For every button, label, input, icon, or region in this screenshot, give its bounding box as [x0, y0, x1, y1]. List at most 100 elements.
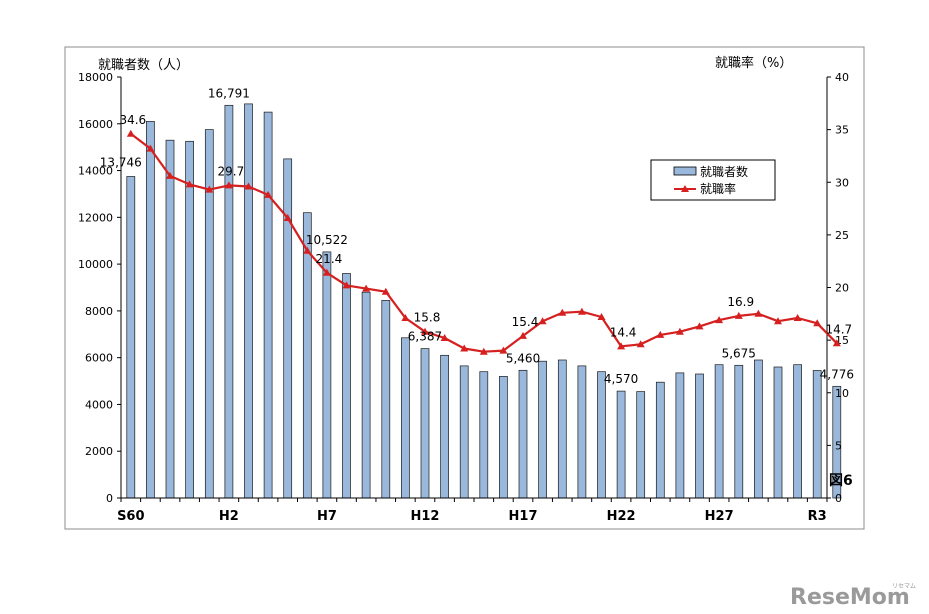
rate-value-label: 16.9 — [727, 295, 754, 309]
bar-31 — [734, 364, 744, 499]
bar-value-label: 16,791 — [208, 86, 250, 100]
rate-marker-31 — [734, 311, 743, 319]
bar-23 — [577, 365, 587, 499]
rate-marker-34 — [793, 314, 802, 321]
bar-34 — [793, 364, 802, 499]
rate-marker-8 — [283, 214, 292, 221]
right-tick-label: 0 — [835, 492, 842, 505]
rate-value-label: 15.8 — [414, 311, 441, 325]
bar-36 — [832, 385, 842, 499]
rate-value-label: 29.7 — [218, 164, 245, 178]
left-tick-label: 2000 — [85, 445, 113, 458]
rate-marker-26 — [636, 340, 645, 348]
rate-marker-10 — [322, 268, 331, 276]
bar-26 — [636, 391, 646, 499]
rate-marker-18 — [479, 347, 488, 355]
bar-13 — [381, 300, 391, 499]
rate-marker-0 — [126, 129, 135, 137]
rate-marker-22 — [558, 308, 567, 316]
bar-3 — [185, 140, 194, 499]
bar-20 — [518, 369, 528, 499]
legend-bar-swatch — [673, 166, 697, 176]
watermark-logo: ReseMom — [790, 585, 910, 610]
rate-marker-1 — [146, 144, 155, 152]
rate-marker-12 — [362, 284, 371, 292]
rate-marker-29 — [695, 322, 704, 330]
bar-30 — [714, 364, 724, 499]
rate-marker-6 — [244, 182, 253, 190]
rate-marker-35 — [813, 319, 822, 327]
rate-marker-36 — [832, 339, 841, 347]
left-tick-label: 10000 — [78, 258, 113, 271]
left-tick-label: 6000 — [85, 352, 113, 365]
x-tick-label: H17 — [509, 509, 538, 524]
bar-7 — [263, 111, 273, 499]
bar-value-label: 6,387 — [408, 330, 442, 344]
bar-6 — [244, 103, 253, 499]
rate-value-label: 14.4 — [610, 325, 637, 339]
x-tick-label: R3 — [808, 509, 827, 524]
bar-32 — [754, 359, 763, 499]
bar-22 — [557, 359, 567, 499]
x-tick-label: H2 — [219, 509, 239, 524]
rate-marker-33 — [774, 317, 782, 325]
bar-29 — [695, 373, 704, 499]
rate-marker-13 — [381, 287, 390, 295]
rate-marker-4 — [205, 185, 214, 193]
bar-10 — [322, 251, 332, 499]
bar-24 — [597, 371, 606, 499]
bar-14 — [401, 337, 410, 499]
bar-28 — [675, 372, 685, 499]
left-tick-label: 12000 — [78, 211, 113, 224]
left-tick-label: 14000 — [78, 165, 113, 178]
rate-value-label: 15.4 — [512, 315, 539, 329]
rate-marker-5 — [224, 181, 233, 189]
left-axis-title: 就職者数（人） — [98, 58, 189, 73]
left-tick-label: 8000 — [85, 305, 113, 318]
bar-2 — [165, 139, 175, 499]
bar-value-label: 13,746 — [100, 155, 142, 169]
bar-16 — [440, 354, 449, 499]
x-tick-label: S60 — [117, 509, 144, 524]
x-tick-label: H22 — [607, 509, 636, 524]
rate-value-label: 34.6 — [119, 113, 146, 127]
bar-8 — [283, 158, 293, 499]
bar-27 — [655, 381, 665, 499]
rate-marker-14 — [401, 314, 410, 321]
right-tick-label: 30 — [835, 176, 849, 189]
rate-marker-24 — [597, 313, 606, 320]
right-tick-label: 40 — [835, 71, 849, 84]
rate-marker-3 — [185, 180, 194, 188]
bar-0 — [126, 176, 136, 499]
watermark-subtitle: リセマム — [892, 583, 916, 590]
bar-18 — [479, 371, 489, 499]
rate-marker-9 — [303, 246, 312, 254]
data-labels: 13,746 16,791 10,522 6,387 5,460 4,570 5,675 4,… — [100, 86, 854, 386]
bar-15 — [420, 348, 430, 499]
line-series — [126, 129, 841, 355]
rate-marker-25 — [617, 342, 626, 350]
right-tick-label: 25 — [835, 229, 849, 242]
figure-label: 図6 — [829, 473, 853, 489]
rate-marker-27 — [656, 330, 665, 338]
rate-marker-30 — [715, 316, 724, 324]
rate-value-label: 14.7 — [825, 322, 852, 336]
left-tick-label: 0 — [106, 492, 113, 505]
rate-marker-11 — [342, 281, 351, 289]
bar-4 — [204, 129, 214, 499]
rate-marker-21 — [538, 317, 547, 325]
legend: 就職者数 就職率 — [650, 159, 776, 201]
bar-35 — [812, 370, 822, 499]
x-tick-label: H27 — [705, 509, 734, 524]
bar-value-label: 4,570 — [604, 372, 638, 386]
left-tick-label: 4000 — [85, 398, 113, 411]
rate-marker-15 — [421, 327, 429, 335]
bar-17 — [459, 365, 469, 499]
rate-marker-7 — [264, 190, 273, 198]
right-tick-label: 5 — [835, 439, 842, 452]
x-tick-label: H12 — [410, 509, 439, 524]
bar-value-label: 4,776 — [820, 367, 854, 381]
rate-marker-2 — [166, 171, 174, 179]
bar-11 — [342, 273, 351, 499]
